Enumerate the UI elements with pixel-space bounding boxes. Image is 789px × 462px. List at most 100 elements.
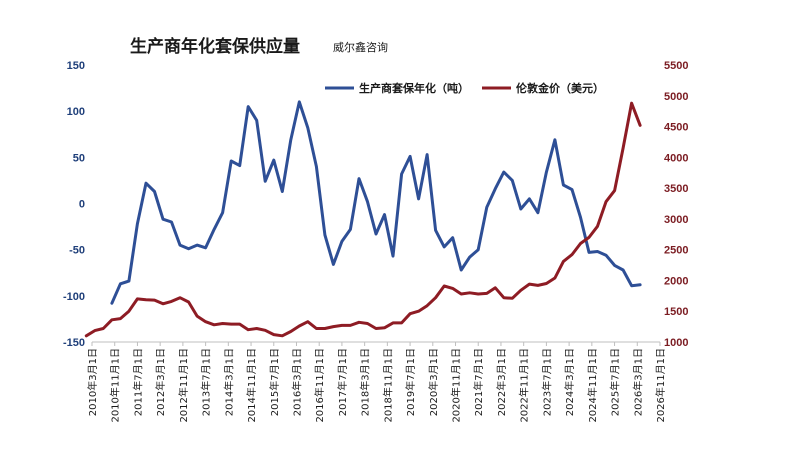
hedging-point: [111, 302, 113, 304]
hedging-point: [452, 237, 454, 239]
hedging-point: [290, 139, 292, 141]
hedging-point: [307, 127, 309, 129]
x-tick-label: 2010年3月1日: [86, 348, 99, 416]
gold-point: [205, 321, 207, 323]
hedging-point: [170, 221, 173, 223]
hedging-point: [401, 173, 403, 175]
y-right-tick-label: 1500: [664, 306, 688, 318]
gold-point: [622, 147, 624, 149]
gold-point: [631, 102, 633, 104]
x-tick-label: 2015年7月1日: [268, 348, 281, 416]
hedging-point: [358, 178, 360, 180]
hedging-point: [153, 190, 156, 193]
gold-point: [545, 282, 548, 285]
hedging-point: [469, 256, 471, 258]
gold-point: [230, 323, 232, 325]
hedging-point: [366, 201, 369, 203]
y-left-tick-label: 150: [67, 60, 85, 72]
legend-label-hedging: 生产商套保年化（吨）: [359, 81, 469, 95]
gold-point: [579, 242, 582, 245]
hedging-point: [349, 228, 351, 230]
gold-point: [469, 292, 471, 294]
gold-point: [94, 330, 96, 332]
hedging-point: [571, 189, 573, 191]
y-axis-right-ticks: 1000 1500 2000 2500 3000 3500 4000 4500 5000 5500: [664, 60, 688, 349]
y-left-tick-label: -50: [69, 245, 85, 257]
hedging-point: [162, 218, 164, 220]
gold-point: [383, 327, 386, 329]
gold-point: [298, 325, 300, 327]
gold-point: [452, 287, 454, 289]
y-left-tick-label: -150: [63, 337, 85, 349]
hedging-point: [222, 212, 224, 214]
gold-point: [179, 297, 181, 299]
gold-point: [85, 335, 87, 337]
hedging-point: [341, 240, 343, 242]
gold-point: [239, 323, 241, 325]
gold-point: [639, 124, 641, 126]
x-tick-label: 2023年7月1日: [540, 348, 553, 416]
hedging-point: [418, 198, 420, 200]
gold-point: [554, 277, 556, 279]
gold-point: [435, 297, 437, 299]
gold-point: [281, 335, 283, 337]
gold-point: [247, 329, 249, 331]
gold-point: [366, 322, 369, 325]
x-tick-label: 2018年3月1日: [359, 348, 372, 416]
gold-point: [332, 326, 334, 328]
y-right-tick-label: 5500: [664, 60, 688, 72]
gold-point: [222, 322, 224, 325]
hedging-point: [520, 208, 522, 210]
gold-point: [213, 324, 215, 326]
x-tick-label: 2020年3月1日: [427, 348, 440, 416]
hedging-point: [298, 101, 300, 103]
gold-point: [537, 284, 539, 286]
hedging-point: [188, 248, 190, 250]
gold-point: [256, 327, 258, 330]
hedging-point: [622, 269, 624, 271]
hedging-point: [213, 228, 215, 230]
hedging-point: [256, 119, 258, 121]
gold-point: [596, 225, 599, 227]
hedging-point: [205, 247, 207, 249]
gold-point: [358, 321, 360, 323]
gold-point: [418, 310, 420, 312]
gold-point: [614, 190, 616, 192]
hedging-point: [579, 216, 582, 218]
series-line-gold: [84, 101, 642, 338]
gold-point: [145, 299, 147, 301]
gold-point: [486, 292, 488, 294]
hedging-point: [315, 166, 317, 168]
gold-point: [528, 283, 531, 285]
gold-point: [188, 301, 190, 303]
x-tick-label: 2026年3月1日: [631, 348, 644, 416]
hedging-point: [392, 255, 394, 257]
hedging-point: [631, 285, 633, 287]
hedging-point: [435, 229, 437, 231]
hedging-point: [383, 214, 386, 216]
gold-point: [409, 313, 411, 315]
hedging-point: [596, 250, 599, 253]
y-right-tick-label: 2500: [664, 245, 688, 257]
y-right-tick-label: 1000: [664, 337, 688, 349]
gold-point: [307, 321, 309, 323]
hedging-point: [128, 280, 130, 282]
x-tick-label: 2020年11月1日: [450, 348, 463, 423]
x-tick-label: 2022年11月1日: [518, 348, 531, 423]
gold-point: [170, 300, 173, 302]
gold-point: [562, 260, 565, 262]
y-left-tick-label: 50: [73, 152, 85, 164]
gold-point: [111, 319, 113, 321]
gold-point: [571, 254, 573, 256]
chart-title: 生产商年化套保供应量: [130, 36, 300, 57]
gold-point: [494, 287, 496, 289]
series-layer: [84, 100, 642, 338]
x-tick-label: 2016年3月1日: [290, 348, 303, 416]
x-tick-label: 2025年7月1日: [609, 348, 622, 416]
series-line-hedging: [110, 100, 642, 305]
gold-point: [588, 236, 590, 238]
y-axis-left-ticks: -150 -100 -50 0 50 100 150: [63, 60, 85, 349]
hedging-point: [554, 139, 556, 141]
x-tick-label: 2016年11月1日: [313, 348, 326, 423]
gold-point: [503, 297, 505, 299]
